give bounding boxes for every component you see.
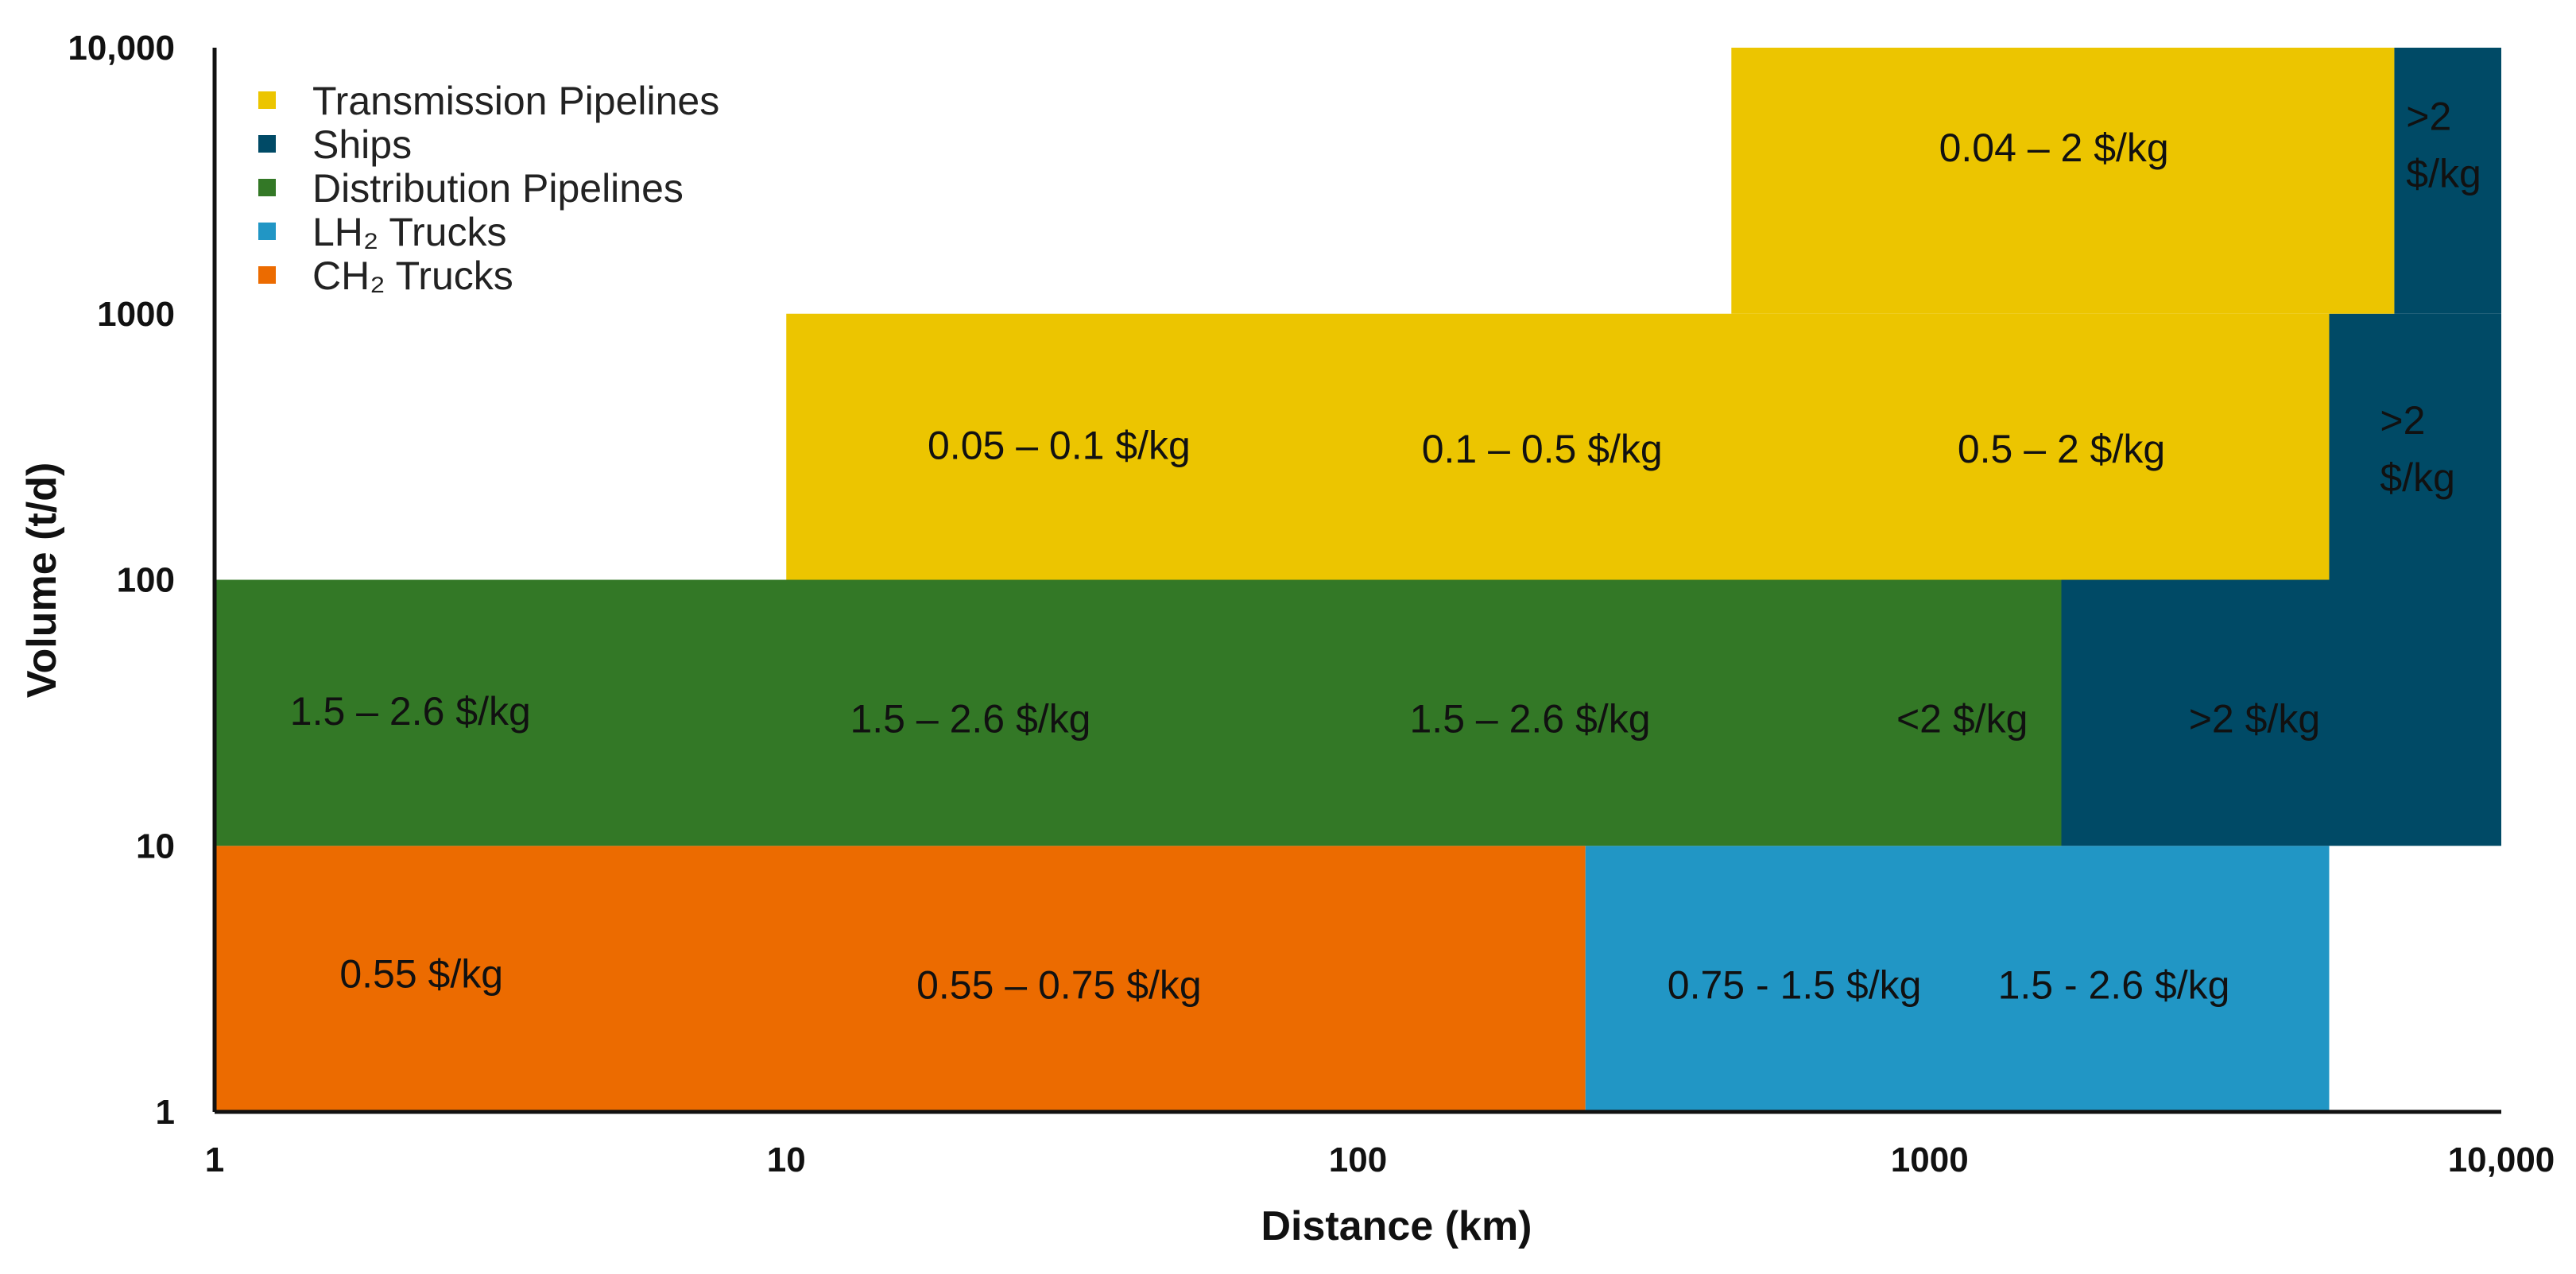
legend-label-transmission: Transmission Pipelines bbox=[312, 79, 719, 123]
x-tick-label: 10 bbox=[767, 1140, 806, 1179]
region-value-label: 1.5 - 2.6 $/kg bbox=[1998, 962, 2230, 1007]
y-tick-label: 1 bbox=[156, 1093, 175, 1132]
legend-swatch-ships bbox=[258, 135, 276, 153]
region-layer bbox=[215, 48, 2501, 1112]
x-tick-label: 10,000 bbox=[2448, 1140, 2555, 1179]
region-value-label: 1.5 – 2.6 $/kg bbox=[290, 689, 531, 734]
region-ships bbox=[2394, 48, 2501, 314]
legend: Transmission PipelinesShipsDistribution … bbox=[258, 79, 719, 298]
legend-swatch-lh2 bbox=[258, 223, 276, 240]
region-value-label: 0.1 – 0.5 $/kg bbox=[1422, 427, 1663, 471]
region-value-label: 1.5 – 2.6 $/kg bbox=[1410, 697, 1651, 742]
region-value-line: $/kg bbox=[2406, 152, 2481, 196]
region-value-label: 0.75 - 1.5 $/kg bbox=[1668, 962, 1922, 1007]
legend-label-ch2: CH₂ Trucks bbox=[312, 254, 513, 298]
region-distribution bbox=[215, 579, 2062, 846]
region-value-label: >2 $/kg bbox=[2380, 398, 2455, 500]
region-value-label: 0.5 – 2 $/kg bbox=[1958, 427, 2165, 471]
x-axis-title: Distance (km) bbox=[1261, 1203, 1532, 1249]
legend-label-ships: Ships bbox=[312, 122, 412, 167]
region-ships bbox=[2061, 579, 2501, 846]
y-tick-label: 10,000 bbox=[68, 29, 175, 68]
region-value-label: 1.5 – 2.6 $/kg bbox=[850, 697, 1090, 742]
x-tick-label: 1000 bbox=[1891, 1140, 1969, 1179]
region-labels: 0.55 $/kg 0.55 – 0.75 $/kg 0.75 - 1.5 $/kg… bbox=[290, 95, 2481, 1008]
y-tick-labels: 1 10 100 1000 10,000 bbox=[68, 29, 175, 1132]
y-tick-label: 1000 bbox=[97, 295, 175, 334]
y-axis-title: Volume (t/d) bbox=[19, 463, 65, 699]
region-transmission bbox=[786, 313, 2330, 580]
region-value-label: >2 $/kg bbox=[2189, 697, 2320, 742]
x-tick-labels: 1 10 100 1000 10,000 bbox=[205, 1140, 2555, 1179]
region-ch2 bbox=[215, 846, 1586, 1112]
region-value-label: 0.05 – 0.1 $/kg bbox=[928, 423, 1191, 467]
legend-swatch-distribution bbox=[258, 179, 276, 196]
axes bbox=[212, 48, 2501, 1114]
legend-label-lh2: LH₂ Trucks bbox=[312, 210, 506, 254]
legend-label-distribution: Distribution Pipelines bbox=[312, 166, 684, 211]
region-lh2 bbox=[1585, 846, 2330, 1112]
region-value-line: $/kg bbox=[2380, 455, 2455, 500]
x-tick-label: 100 bbox=[1329, 1140, 1387, 1179]
region-value-label: 0.04 – 2 $/kg bbox=[1939, 126, 2169, 170]
region-value-label: 0.55 $/kg bbox=[339, 951, 503, 996]
region-value-label: >2 $/kg bbox=[2406, 95, 2481, 196]
region-value-label: 0.55 – 0.75 $/kg bbox=[916, 962, 1202, 1007]
legend-swatch-transmission bbox=[258, 91, 276, 109]
legend-swatch-ch2 bbox=[258, 266, 276, 284]
region-transmission bbox=[1731, 48, 2395, 314]
x-tick-label: 1 bbox=[205, 1140, 224, 1179]
y-tick-label: 100 bbox=[117, 561, 175, 600]
region-value-label: <2 $/kg bbox=[1896, 697, 2028, 742]
region-value-line: >2 bbox=[2406, 95, 2451, 139]
y-tick-label: 10 bbox=[136, 827, 175, 865]
region-ships bbox=[2329, 313, 2501, 580]
region-value-line: >2 bbox=[2380, 398, 2425, 443]
